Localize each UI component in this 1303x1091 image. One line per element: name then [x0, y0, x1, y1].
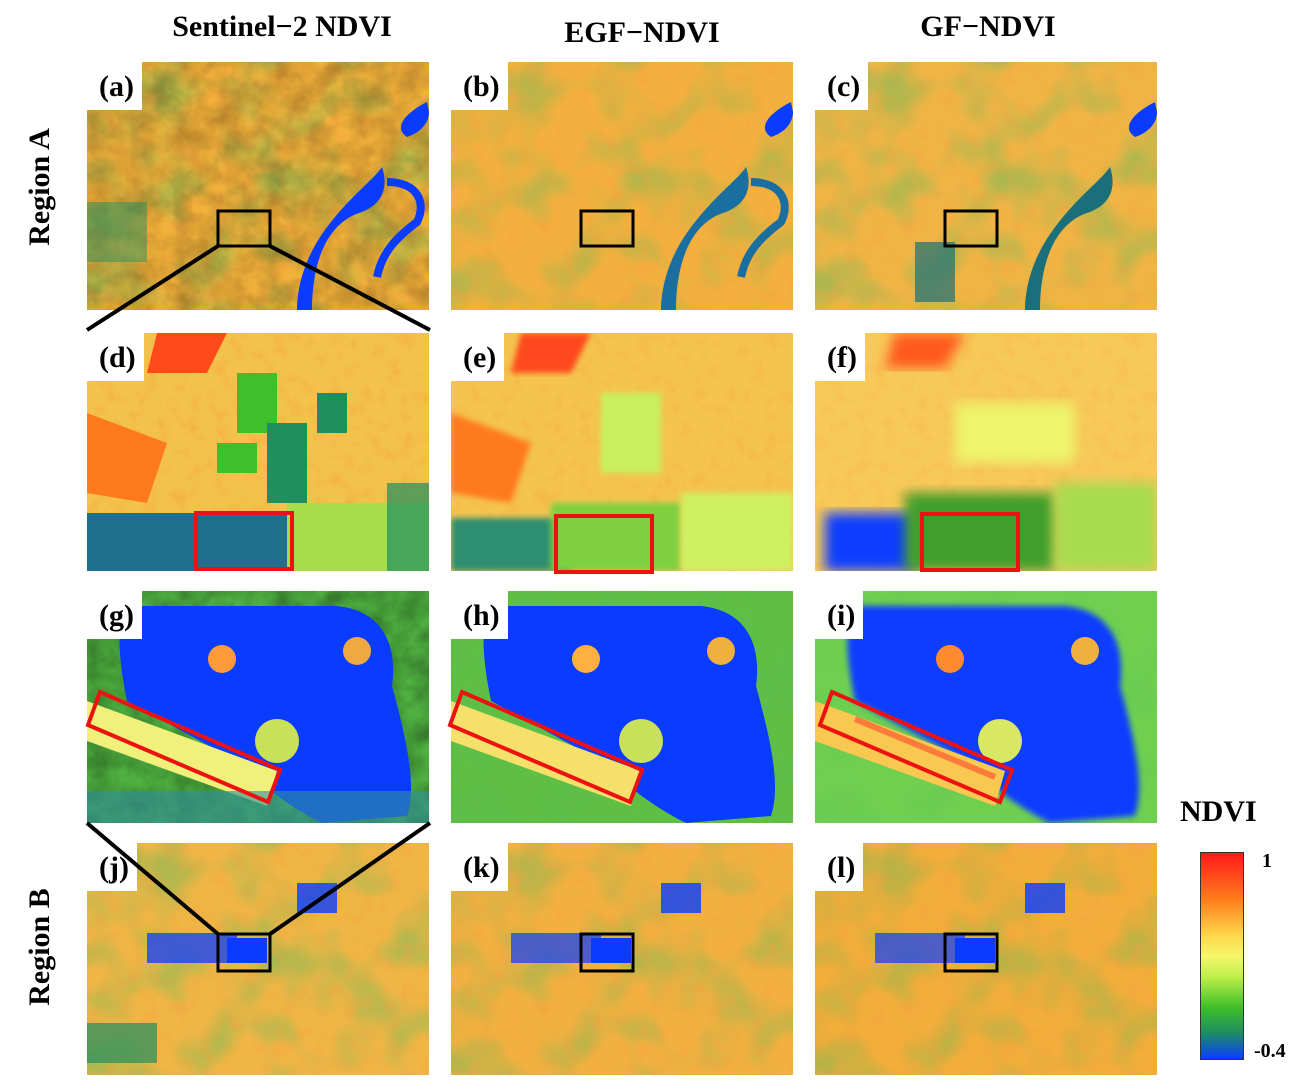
column-header-sentinel2: Sentinel−2 NDVI [172, 10, 392, 43]
panel-label-d: (d) [87, 333, 144, 381]
panel-label-h: (h) [451, 591, 508, 639]
panel-g: (g) [87, 591, 429, 839]
row-header-region-a: Region A [23, 128, 56, 246]
panel-f: (f) [815, 333, 1157, 581]
panel-label-k: (k) [451, 843, 508, 891]
panel-label-l: (l) [815, 843, 864, 891]
panel-label-e: (e) [451, 333, 505, 381]
panel-a: (a) [87, 62, 429, 310]
panel-label-a: (a) [87, 62, 142, 110]
row-header-region-b: Region B [23, 888, 56, 1006]
panel-b: (b) [451, 62, 793, 310]
colorbar [1200, 852, 1244, 1060]
panel-label-j: (j) [87, 843, 137, 891]
colorbar-min-label: -0.4 [1254, 1040, 1286, 1062]
ndvi-map-l [815, 843, 1157, 1075]
panel-d: (d) [87, 333, 429, 581]
panel-label-b: (b) [451, 62, 508, 110]
panel-label-f: (f) [815, 333, 865, 381]
column-header-egf: EGF−NDVI [564, 16, 720, 49]
panel-k: (k) [451, 843, 793, 1091]
ndvi-zoom-i [815, 591, 1157, 823]
panel-label-i: (i) [815, 591, 864, 639]
panel-label-g: (g) [87, 591, 142, 639]
panel-j: (j) [87, 843, 429, 1091]
panel-i: (i) [815, 591, 1157, 839]
ndvi-zoom-f [815, 333, 1157, 571]
panel-label-c: (c) [815, 62, 869, 110]
panel-h: (h) [451, 591, 793, 839]
panel-c: (c) [815, 62, 1157, 310]
ndvi-map-c [815, 62, 1157, 310]
ndvi-map-j [87, 843, 429, 1075]
panel-e: (e) [451, 333, 793, 581]
panel-l: (l) [815, 843, 1157, 1091]
colorbar-title: NDVI [1180, 795, 1257, 828]
colorbar-max-label: 1 [1262, 850, 1272, 872]
ndvi-map-b [451, 62, 793, 310]
column-header-gf: GF−NDVI [920, 10, 1056, 43]
